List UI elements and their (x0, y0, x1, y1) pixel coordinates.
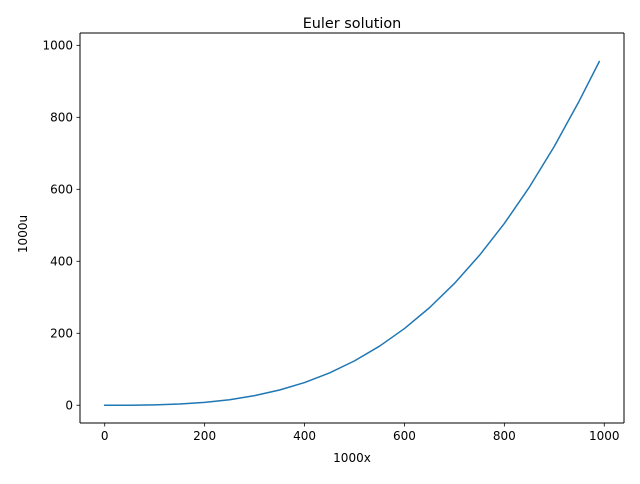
y-tick-label: 1000 (42, 39, 73, 53)
y-tick-label: 200 (50, 327, 73, 341)
y-tick-label: 400 (50, 255, 73, 269)
y-tick-label: 800 (50, 111, 73, 125)
y-tick-label: 600 (50, 183, 73, 197)
x-tick-label: 400 (293, 429, 316, 443)
x-tick-label: 600 (393, 429, 416, 443)
x-axis-label: 1000x (333, 451, 371, 465)
x-tick-label: 1000 (589, 429, 620, 443)
y-axis-label: 1000u (16, 215, 30, 253)
chart-title: Euler solution (303, 16, 402, 32)
plot-area (103, 60, 601, 407)
x-tick-label: 800 (493, 429, 516, 443)
x-tick-label: 0 (101, 429, 109, 443)
axes: 0 200 400 600 800 1000 0 200 400 600 800 1000 (42, 32, 625, 443)
series-line-0 (103, 60, 601, 407)
x-tick-label: 200 (193, 429, 216, 443)
y-tick-label: 0 (65, 399, 73, 413)
